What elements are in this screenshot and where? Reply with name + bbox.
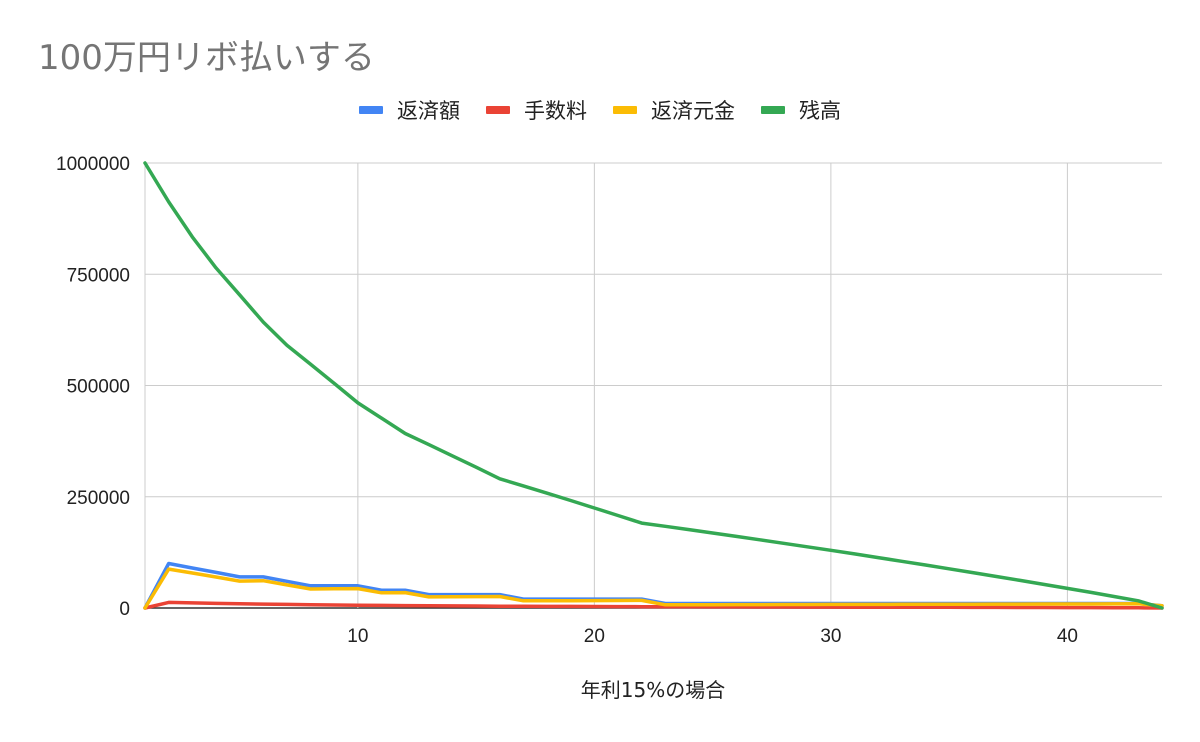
x-tick-label: 20: [584, 626, 605, 647]
x-tick-label: 40: [1057, 626, 1078, 647]
legend-item-balance: 残高: [761, 95, 841, 125]
legend-label-fee: 手数料: [524, 99, 587, 123]
legend-swatch-repayment: [359, 106, 383, 114]
series-lines: [143, 161, 1164, 610]
axis-ticks: 0 250000 500000 750000 1000000 10 20 30 40: [56, 154, 1078, 647]
grid: [144, 162, 1162, 609]
legend-label-repayment: 返済額: [397, 99, 460, 123]
series-line-principal: [143, 567, 1164, 610]
x-tick-label: 10: [347, 626, 368, 647]
legend-swatch-fee: [486, 106, 510, 114]
legend-swatch-principal: [613, 106, 637, 114]
legend-label-principal: 返済元金: [651, 99, 735, 123]
series-line-fee: [143, 600, 1164, 610]
legend-item-repayment: 返済額: [359, 95, 460, 125]
y-tick-label: 500000: [67, 377, 130, 398]
chart-title: 100万円リボ払いする: [38, 38, 375, 78]
chart-legend: 返済額 手数料 返済元金 残高: [0, 95, 1200, 125]
y-tick-label: 0: [119, 599, 130, 620]
legend-item-fee: 手数料: [486, 95, 587, 125]
legend-item-principal: 返済元金: [613, 95, 735, 125]
y-tick-label: 1000000: [56, 154, 130, 175]
y-tick-label: 750000: [67, 265, 130, 286]
legend-swatch-balance: [761, 106, 785, 114]
x-axis-label: 年利15%の場合: [581, 678, 725, 702]
y-tick-label: 250000: [67, 488, 130, 509]
series-line-balance: [143, 161, 1164, 610]
legend-label-balance: 残高: [799, 99, 841, 123]
x-tick-label: 30: [820, 626, 841, 647]
